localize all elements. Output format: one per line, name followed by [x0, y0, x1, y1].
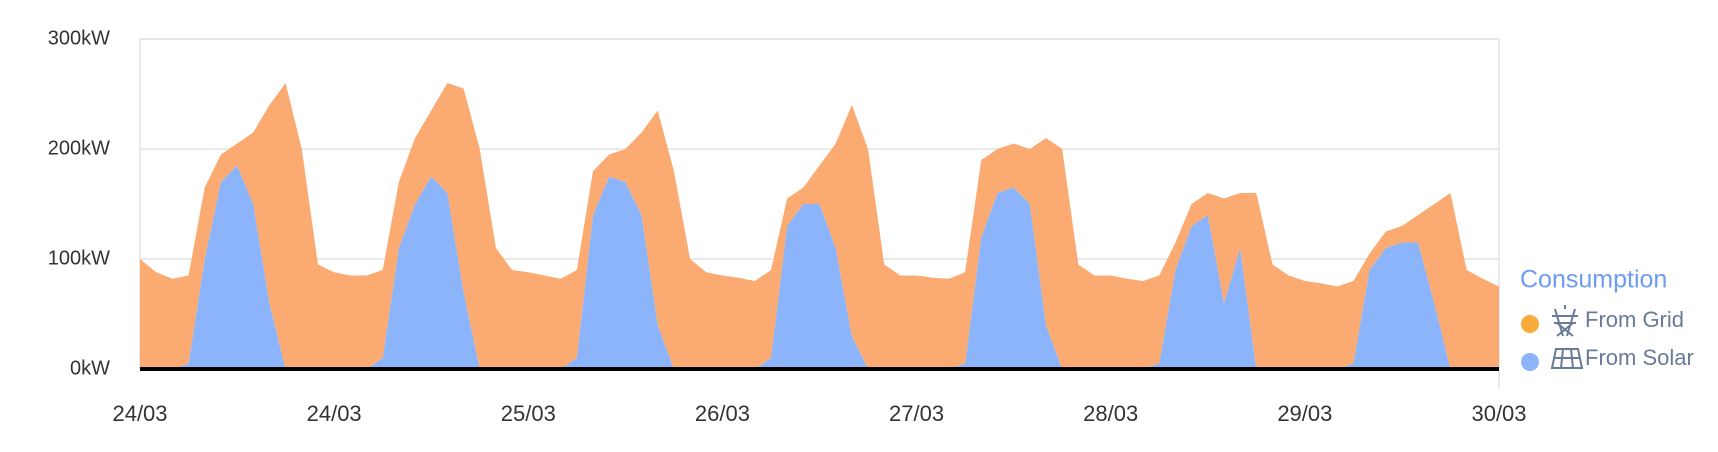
legend-label: From Solar [1585, 345, 1694, 370]
legend-swatch [1521, 315, 1539, 333]
x-tick-label: 24/03 [112, 401, 167, 426]
x-tick-label: 25/03 [501, 401, 556, 426]
solar-icon [1550, 348, 1584, 369]
y-tick-label: 0kW [70, 357, 110, 379]
x-tick-label: 28/03 [1083, 401, 1138, 426]
plot-area [139, 38, 1500, 389]
legend-title: Consumption [1520, 266, 1667, 294]
area [140, 165, 1499, 369]
area [140, 83, 1499, 369]
grid-icon [1552, 305, 1578, 337]
legend-label: From Grid [1585, 307, 1684, 332]
x-tick-label: 27/03 [889, 401, 944, 426]
x-tick-label: 30/03 [1471, 401, 1526, 426]
legend-swatch [1521, 353, 1539, 371]
x-tick-label: 24/03 [307, 401, 362, 426]
y-tick-label: 100kW [48, 247, 110, 269]
y-tick-label: 200kW [48, 137, 110, 159]
y-tick-label: 300kW [48, 27, 110, 49]
x-tick-label: 29/03 [1277, 401, 1332, 426]
x-tick-label: 26/03 [695, 401, 750, 426]
